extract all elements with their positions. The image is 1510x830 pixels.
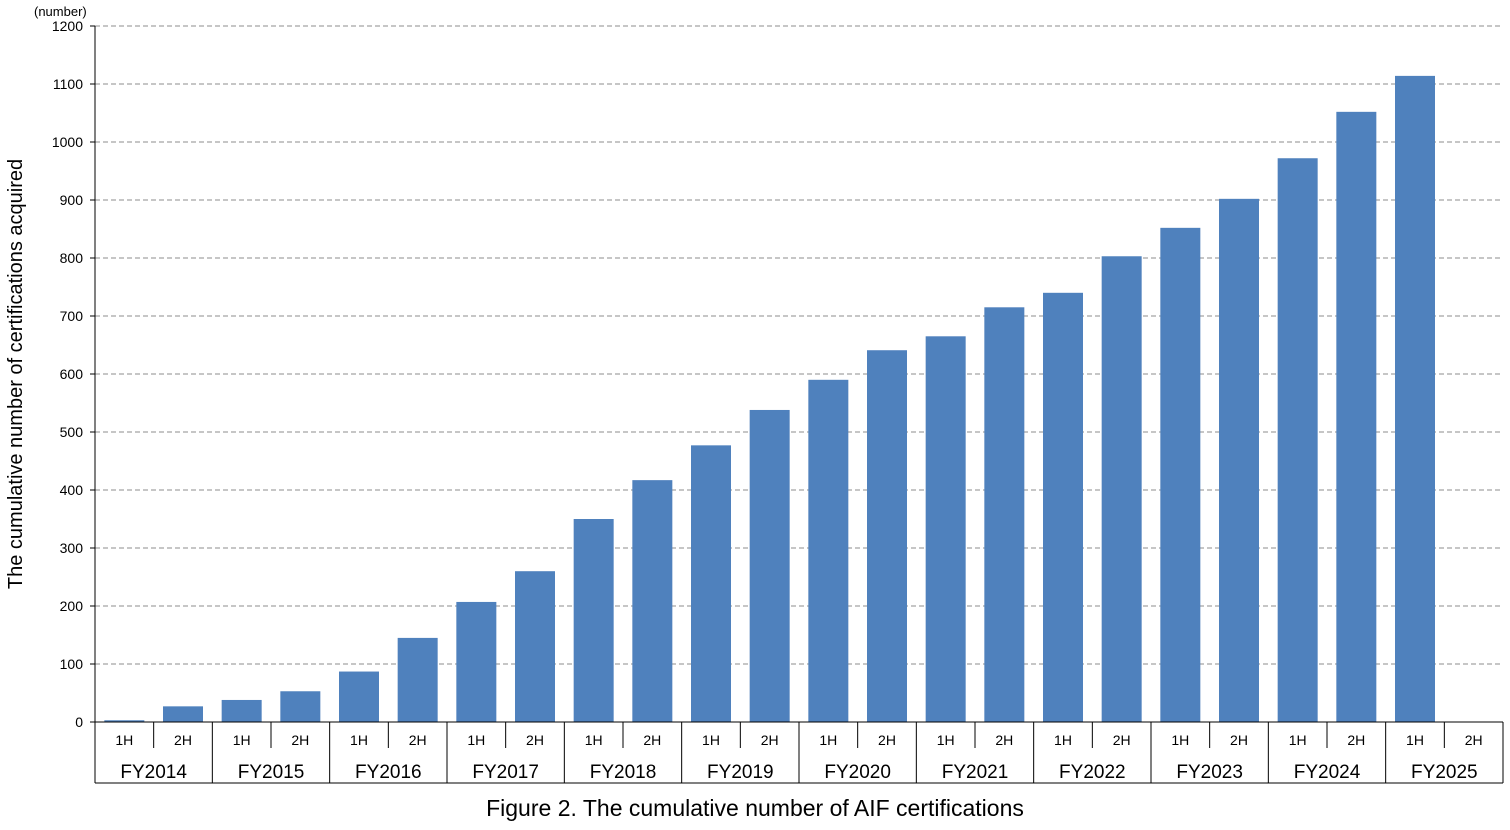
y-tick-label: 400 [60, 482, 84, 498]
bar-fy2023-1h [1160, 227, 1201, 722]
y-tick-label: 800 [60, 250, 84, 266]
half-label: 1H [467, 732, 485, 748]
fiscal-year-label: FY2025 [1411, 762, 1478, 783]
half-label: 1H [702, 732, 720, 748]
half-label: 2H [995, 732, 1013, 748]
bar-fy2023-2h [1219, 198, 1259, 723]
fiscal-year-label: FY2021 [942, 762, 1009, 783]
x-axis: 1H 2H FY2014 1H 2H FY2015 1H 2H FY2016 1H 2H FY2017… [95, 721, 1504, 784]
y-tick-label: 300 [60, 540, 84, 556]
unit-label: (number) [34, 4, 87, 19]
y-tick-label: 1100 [53, 76, 83, 92]
bar-fy2018-2h [632, 480, 673, 722]
bar-fy2021-1h [925, 336, 966, 722]
y-tick-label: 600 [60, 366, 84, 382]
bar-fy2022-1h [1043, 292, 1083, 722]
fiscal-year-label: FY2018 [590, 762, 657, 783]
bars [104, 75, 1435, 723]
half-label: 1H [1054, 732, 1072, 748]
half-label: 2H [1230, 732, 1248, 748]
y-tick-label: 700 [60, 308, 84, 324]
half-label: 1H [233, 732, 251, 748]
fiscal-year-label: FY2015 [238, 762, 305, 783]
bar-fy2016-2h [397, 637, 438, 722]
fiscal-year-label: FY2024 [1294, 762, 1361, 783]
bar-fy2015-1h [221, 699, 262, 722]
half-label: 2H [1347, 732, 1365, 748]
gridlines [95, 25, 1503, 665]
y-tick-label: 1200 [52, 18, 83, 34]
half-label: 1H [350, 732, 368, 748]
bar-fy2020-2h [867, 350, 907, 722]
half-label: 1H [1406, 732, 1424, 748]
half-label: 1H [819, 732, 837, 748]
half-label: 2H [878, 732, 896, 748]
figure-caption: Figure 2. The cumulative number of AIF c… [486, 795, 1024, 821]
bar-fy2020-1h [808, 379, 849, 722]
bar-fy2014-2h [163, 706, 203, 722]
bar-fy2022-2h [1101, 256, 1142, 722]
half-label: 2H [291, 732, 309, 748]
bar-fy2019-1h [691, 445, 731, 722]
bar-fy2025-1h [1395, 75, 1435, 722]
half-label: 2H [761, 732, 779, 748]
bar-fy2019-2h [749, 409, 790, 722]
y-tick-label: 500 [60, 424, 84, 440]
y-axis-title: The cumulative number of certifications … [5, 159, 27, 589]
fiscal-year-label: FY2016 [355, 762, 422, 783]
y-tick-label: 1000 [52, 134, 83, 150]
y-tick-label: 0 [75, 714, 83, 730]
y-axis: 0 100 200 300 400 500 600 700 800 900 1000 1100 1200 [52, 18, 96, 783]
bar-fy2017-2h [515, 571, 555, 722]
half-label: 2H [643, 732, 661, 748]
y-tick-label: 900 [60, 192, 84, 208]
bar-fy2018-1h [573, 519, 614, 722]
bar-fy2015-2h [280, 691, 321, 722]
fiscal-year-label: FY2022 [1059, 762, 1126, 783]
y-tick-label: 200 [60, 598, 84, 614]
fiscal-year-label: FY2014 [120, 762, 187, 783]
half-label: 1H [585, 732, 603, 748]
half-label: 1H [115, 732, 133, 748]
half-label: 1H [1171, 732, 1189, 748]
bar-fy2017-1h [456, 601, 497, 722]
fiscal-year-label: FY2023 [1176, 762, 1243, 783]
bar-fy2016-1h [339, 671, 379, 722]
half-label: 1H [1289, 732, 1307, 748]
bar-fy2024-1h [1277, 158, 1318, 723]
y-tick-label: 100 [60, 656, 84, 672]
half-label: 1H [937, 732, 955, 748]
half-label: 2H [174, 732, 192, 748]
half-label: 2H [526, 732, 544, 748]
half-label: 2H [1113, 732, 1131, 748]
bar-fy2021-2h [984, 307, 1025, 722]
fiscal-year-label: FY2017 [472, 762, 539, 783]
fiscal-year-label: FY2020 [824, 762, 891, 783]
bar-fy2024-2h [1336, 111, 1377, 723]
half-label: 2H [1465, 732, 1483, 748]
half-label: 2H [409, 732, 427, 748]
fiscal-year-label: FY2019 [707, 762, 774, 783]
bar-fy2014-1h [104, 720, 145, 722]
